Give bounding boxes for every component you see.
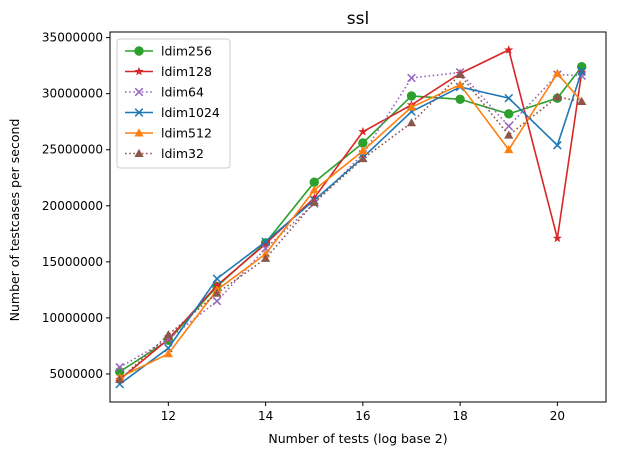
legend-item-ldim32: ldim32	[125, 146, 204, 161]
data-point	[358, 154, 368, 163]
data-point	[309, 185, 319, 194]
legend-label: ldim128	[161, 64, 212, 79]
chart-title: ssl	[347, 9, 369, 29]
data-point	[406, 118, 417, 127]
data-point	[309, 193, 319, 202]
legend-item-ldim512: ldim512	[125, 126, 212, 141]
data-point	[504, 121, 514, 131]
x-tick-label: 14	[258, 409, 273, 423]
data-point	[212, 274, 222, 283]
legend-marker	[134, 148, 144, 157]
data-point	[163, 349, 173, 358]
data-point	[504, 93, 514, 103]
x-tick-label: 18	[452, 409, 467, 423]
data-point	[358, 138, 368, 148]
legend-item-ldim1024: ldim1024	[125, 105, 220, 120]
data-point	[577, 66, 587, 76]
legend-marker	[134, 108, 144, 117]
y-tick-label: 35000000	[42, 31, 103, 45]
x-tick-label: 16	[355, 409, 370, 423]
y-axis-label: Number of testcases per second	[7, 119, 22, 322]
data-point	[358, 126, 368, 136]
y-tick-label: 15000000	[42, 255, 103, 269]
data-point	[163, 330, 173, 339]
data-point	[212, 296, 222, 306]
data-point	[212, 280, 222, 290]
legend-label: ldim1024	[161, 105, 220, 120]
legend-label: ldim32	[161, 146, 204, 161]
data-point	[455, 80, 465, 89]
data-point	[504, 130, 514, 139]
data-point	[406, 91, 417, 101]
data-point	[212, 288, 222, 297]
data-point	[309, 177, 319, 187]
y-tick-label: 20000000	[42, 199, 103, 213]
legend-marker	[134, 87, 144, 97]
y-tick-label: 25000000	[42, 143, 103, 157]
y-tick-label: 30000000	[42, 87, 103, 101]
legend-label: ldim512	[161, 126, 212, 141]
data-point	[406, 102, 417, 111]
y-tick-label: 5000000	[50, 367, 103, 381]
data-point	[261, 253, 271, 262]
data-point	[358, 146, 368, 155]
data-point	[552, 68, 562, 77]
legend-label: ldim64	[161, 85, 204, 100]
axes-frame	[109, 31, 607, 403]
x-tick-label: 20	[550, 409, 565, 423]
data-point	[577, 96, 587, 105]
data-point	[552, 92, 562, 101]
data-point	[504, 145, 514, 154]
data-point	[455, 94, 465, 104]
x-tick-label: 12	[161, 409, 176, 423]
data-point	[115, 362, 125, 372]
x-axis-label: Number of tests (log base 2)	[268, 431, 447, 446]
data-point	[553, 140, 562, 150]
legend-marker	[134, 128, 144, 137]
legend: ldim256 ldim128 ldim64 ldim1024 ldim512 ldim3…	[116, 38, 231, 169]
data-point	[455, 70, 465, 79]
series-ldim32	[115, 70, 587, 384]
data-point	[407, 73, 416, 83]
plot-area: 12 14 16 18 20 5000000 10000000 15000000 2000000…	[42, 31, 607, 423]
data-point	[115, 374, 125, 384]
legend-marker	[134, 46, 144, 56]
data-point	[261, 239, 271, 248]
data-point	[504, 45, 514, 54]
data-point	[552, 233, 562, 243]
legend-marker	[134, 66, 144, 76]
data-point	[309, 197, 319, 206]
legend-label: ldim256	[161, 44, 212, 59]
data-point	[261, 237, 270, 246]
legend-item-ldim256: ldim256	[125, 44, 212, 59]
series-line	[119, 71, 582, 368]
legend-item-ldim64: ldim64	[125, 85, 204, 100]
legend-item-ldim128: ldim128	[125, 64, 212, 79]
data-point	[504, 109, 514, 119]
y-tick-label: 10000000	[42, 311, 103, 325]
